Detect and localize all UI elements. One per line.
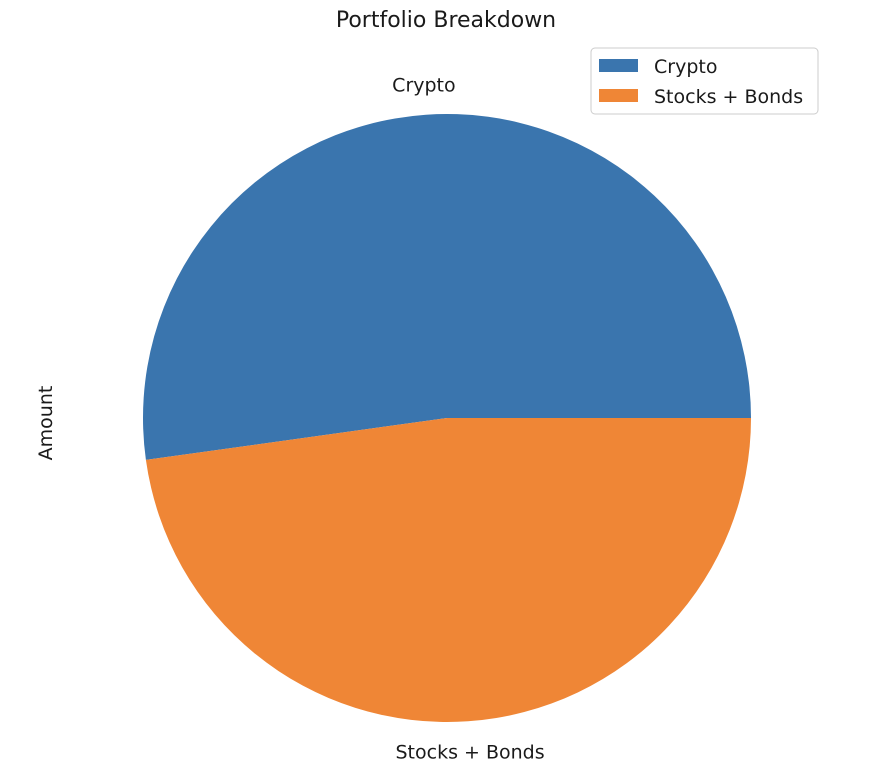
legend-swatch-stocks-bonds — [599, 89, 638, 102]
chart-title: Portfolio Breakdown — [336, 8, 556, 33]
pie-slice-stocks-bonds — [146, 418, 751, 722]
pie-slice-crypto — [143, 114, 751, 460]
legend-swatch-crypto — [599, 59, 638, 72]
legend-label-crypto: Crypto — [654, 56, 717, 78]
slice-label-crypto: Crypto — [392, 74, 455, 96]
y-axis-label: Amount — [35, 386, 57, 461]
legend-label-stocks-bonds: Stocks + Bonds — [654, 86, 803, 108]
pie-slices — [143, 114, 751, 722]
legend: Crypto Stocks + Bonds — [591, 48, 818, 114]
slice-label-stocks-bonds: Stocks + Bonds — [396, 742, 545, 764]
